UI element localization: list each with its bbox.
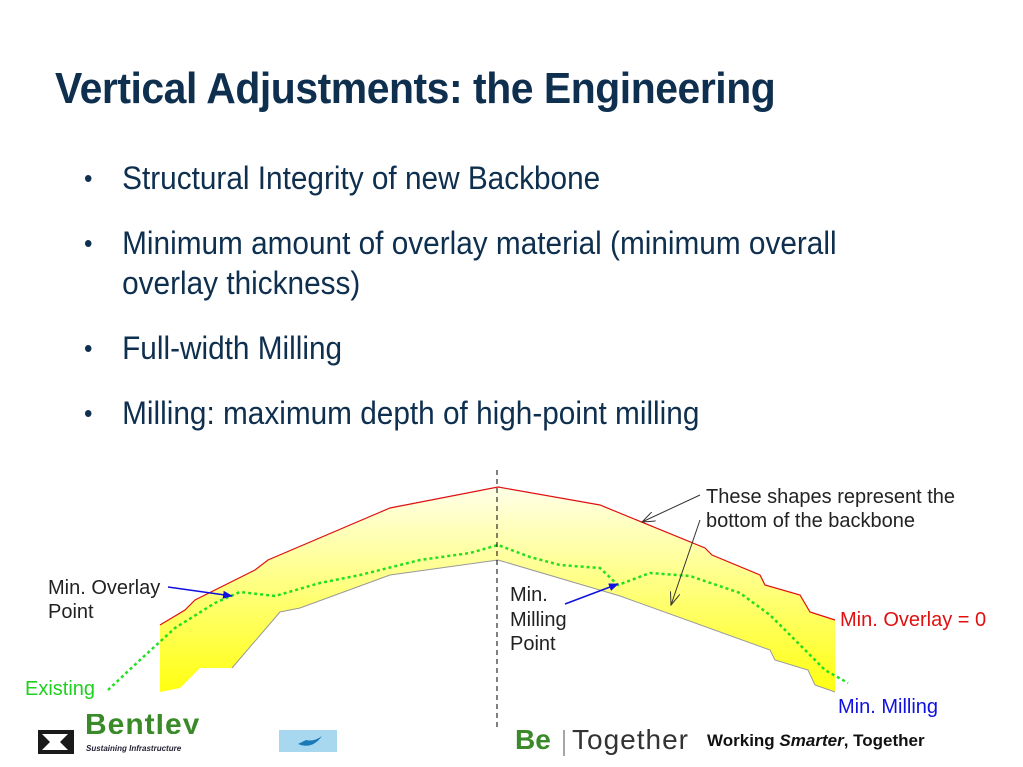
min-overlay-arrow bbox=[167, 586, 233, 599]
shapes-note-label-2: bottom of the backbone bbox=[706, 510, 915, 532]
shapes-note-arrow-2 bbox=[671, 519, 701, 605]
min-milling-point-label-2: Milling bbox=[510, 609, 567, 631]
be-wordmark: Be bbox=[515, 724, 551, 755]
bullet-list: • Structural Integrity of new Backbone •… bbox=[84, 158, 964, 458]
min-overlay-point-label-1: Min. Overlay bbox=[48, 577, 160, 599]
bottom-profile-line bbox=[231, 559, 836, 693]
existing-label: Existing bbox=[25, 678, 95, 700]
slide-title: Vertical Adjustments: the Engineering bbox=[55, 64, 776, 113]
min-milling-arrow bbox=[564, 583, 619, 605]
slogan: Working Smarter, Together bbox=[707, 731, 925, 751]
slogan-part-3: , Together bbox=[843, 731, 925, 750]
bullet-text: Milling: maximum depth of high-point mil… bbox=[122, 395, 700, 431]
bullet-dot: • bbox=[84, 163, 93, 193]
twitter-bird-icon bbox=[298, 736, 322, 746]
slogan-part-2: Smarter bbox=[779, 731, 844, 750]
min-overlay-point-label-2: Point bbox=[48, 601, 94, 623]
bullet-text: Full-width Milling bbox=[122, 330, 343, 366]
bullet-item: • Full-width Milling bbox=[84, 328, 902, 368]
shapes-note-label-1: These shapes represent the bbox=[706, 486, 955, 508]
bentley-wordmark: Bentley bbox=[85, 714, 201, 734]
together-wordmark: Together bbox=[572, 724, 689, 755]
bullet-dot: • bbox=[84, 398, 93, 428]
slogan-part-1: Working bbox=[707, 731, 780, 750]
bentley-logo-icon bbox=[38, 730, 74, 754]
min-milling-point-label-3: Point bbox=[510, 633, 556, 655]
min-milling-label: Min. Milling bbox=[838, 696, 938, 718]
road-profile-diagram: Min. Overlay Point Existing Min. Milling… bbox=[25, 470, 986, 730]
bullet-item: • Milling: maximum depth of high-point m… bbox=[84, 393, 902, 433]
min-overlay-zero-label: Min. Overlay = 0 bbox=[840, 609, 986, 631]
footer-bar bbox=[38, 730, 565, 756]
bentley-tagline: Sustaining Infrastructure bbox=[86, 744, 181, 753]
bullet-text: Minimum amount of overlay material (mini… bbox=[122, 225, 837, 301]
bullet-dot: • bbox=[84, 228, 93, 258]
bentley-tagline-2: Infrastructure bbox=[129, 744, 182, 753]
bentley-tagline-1: Sustaining bbox=[86, 744, 127, 753]
backbone-band bbox=[160, 487, 835, 692]
top-profile-line bbox=[159, 486, 836, 626]
bullet-item: • Structural Integrity of new Backbone bbox=[84, 158, 902, 198]
bullet-dot: • bbox=[84, 333, 93, 363]
min-milling-point-label-1: Min. bbox=[510, 584, 548, 606]
bullet-item: • Minimum amount of overlay material (mi… bbox=[84, 223, 902, 303]
shapes-note-arrow-1 bbox=[642, 494, 701, 522]
bullet-text: Structural Integrity of new Backbone bbox=[122, 160, 601, 196]
